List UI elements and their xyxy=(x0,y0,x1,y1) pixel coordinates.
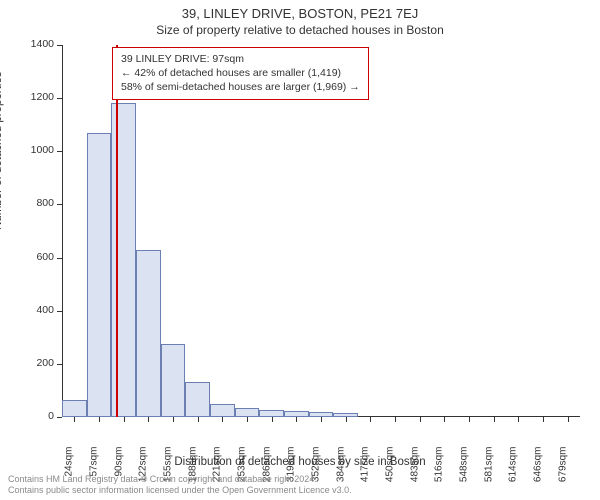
plot-area xyxy=(62,45,580,417)
y-tick-label: 400 xyxy=(22,304,54,316)
histogram-bar xyxy=(161,344,186,417)
histogram-bar xyxy=(87,133,112,417)
x-tick-mark xyxy=(247,417,248,422)
x-tick-mark xyxy=(444,417,445,422)
x-tick-mark xyxy=(198,417,199,422)
info-line-3: 58% of semi-detached houses are larger (… xyxy=(121,80,360,94)
y-axis-label: Number of detached properties xyxy=(0,71,4,230)
x-tick-mark xyxy=(321,417,322,422)
footer-attribution: Contains HM Land Registry data © Crown c… xyxy=(8,474,352,496)
x-tick-mark xyxy=(395,417,396,422)
y-tick-label: 1400 xyxy=(22,38,54,50)
x-tick-mark xyxy=(420,417,421,422)
y-tick-mark xyxy=(57,417,62,418)
histogram-bar xyxy=(210,404,235,417)
x-tick-mark xyxy=(568,417,569,422)
x-tick-mark xyxy=(272,417,273,422)
y-tick-label: 1200 xyxy=(22,91,54,103)
y-tick-mark xyxy=(57,364,62,365)
x-tick-mark xyxy=(494,417,495,422)
histogram-bar xyxy=(111,103,136,417)
histogram-bar xyxy=(136,250,161,417)
x-tick-mark xyxy=(346,417,347,422)
histogram-bar xyxy=(235,408,260,417)
x-tick-mark xyxy=(469,417,470,422)
info-annotation-box: 39 LINLEY DRIVE: 97sqm ← 42% of detached… xyxy=(112,47,369,100)
chart-container: 39, LINLEY DRIVE, BOSTON, PE21 7EJ Size … xyxy=(0,0,600,500)
y-tick-mark xyxy=(57,151,62,152)
x-tick-mark xyxy=(370,417,371,422)
y-tick-mark xyxy=(57,45,62,46)
y-tick-mark xyxy=(57,98,62,99)
chart-subtitle: Size of property relative to detached ho… xyxy=(0,21,600,37)
info-line-2: ← 42% of detached houses are smaller (1,… xyxy=(121,66,360,80)
x-tick-mark xyxy=(124,417,125,422)
x-tick-mark xyxy=(148,417,149,422)
y-tick-label: 1000 xyxy=(22,144,54,156)
x-axis-label: Distribution of detached houses by size … xyxy=(0,456,600,468)
x-tick-mark xyxy=(74,417,75,422)
x-tick-mark xyxy=(543,417,544,422)
y-tick-mark xyxy=(57,258,62,259)
property-marker-line xyxy=(116,45,118,417)
y-tick-label: 600 xyxy=(22,251,54,263)
y-tick-mark xyxy=(57,204,62,205)
histogram-bar xyxy=(185,382,210,417)
x-tick-mark xyxy=(296,417,297,422)
x-tick-mark xyxy=(518,417,519,422)
y-tick-mark xyxy=(57,311,62,312)
y-axis-line xyxy=(62,45,63,417)
chart-title: 39, LINLEY DRIVE, BOSTON, PE21 7EJ xyxy=(0,0,600,21)
histogram-bar xyxy=(259,410,284,417)
histogram-bar xyxy=(62,400,87,417)
info-line-1: 39 LINLEY DRIVE: 97sqm xyxy=(121,52,360,66)
footer-line-1: Contains HM Land Registry data © Crown c… xyxy=(8,474,352,485)
x-tick-mark xyxy=(99,417,100,422)
x-tick-mark xyxy=(222,417,223,422)
x-tick-mark xyxy=(173,417,174,422)
footer-line-2: Contains public sector information licen… xyxy=(8,485,352,496)
y-tick-label: 200 xyxy=(22,357,54,369)
y-tick-label: 0 xyxy=(22,410,54,422)
y-tick-label: 800 xyxy=(22,197,54,209)
